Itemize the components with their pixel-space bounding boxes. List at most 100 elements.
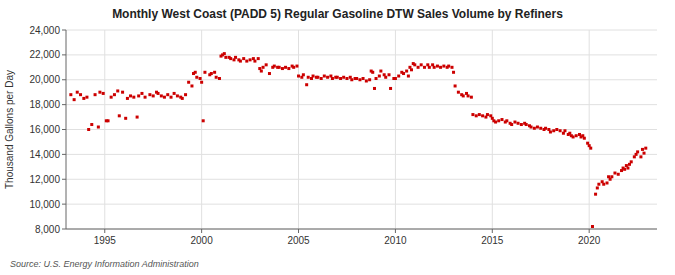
grid-line [66, 204, 657, 205]
point [471, 113, 474, 116]
point [331, 77, 334, 80]
point [320, 77, 323, 80]
point [613, 172, 616, 175]
point [79, 93, 82, 96]
point [417, 66, 420, 69]
point [410, 68, 413, 71]
point [544, 127, 547, 130]
point [589, 147, 592, 150]
grid-line [589, 30, 590, 229]
point [606, 181, 609, 184]
y-tick [62, 154, 66, 155]
point [124, 117, 127, 120]
point [144, 96, 147, 99]
point [229, 57, 232, 60]
point [200, 81, 203, 84]
point [617, 173, 620, 176]
point [467, 94, 470, 97]
point [281, 67, 284, 70]
point [126, 97, 129, 100]
point [563, 129, 566, 132]
grid-line [66, 104, 657, 105]
point [140, 92, 143, 95]
point [500, 118, 503, 121]
point [265, 63, 268, 66]
y-tick-label: 16,000 [29, 124, 60, 135]
point [85, 96, 88, 99]
y-axis-label: Thousand Gallons per Day [4, 70, 15, 189]
point [102, 92, 105, 95]
point [513, 121, 516, 124]
point [260, 70, 263, 73]
y-tick [62, 104, 66, 105]
point [423, 66, 426, 69]
x-tick-label: 2000 [191, 235, 214, 246]
point [342, 76, 345, 79]
point [273, 65, 276, 68]
point [402, 72, 405, 75]
grid-line [201, 30, 202, 229]
point [118, 114, 121, 117]
point [442, 65, 445, 68]
point [639, 155, 642, 158]
grid-line [66, 30, 657, 31]
point [636, 150, 639, 153]
point [136, 116, 139, 119]
point [326, 76, 329, 79]
points [69, 52, 647, 228]
point [173, 92, 176, 95]
point [594, 193, 597, 196]
point [87, 128, 90, 131]
grid-line [395, 30, 396, 229]
x-tick-label: 2020 [578, 235, 601, 246]
point [525, 123, 528, 126]
point [194, 71, 197, 74]
grid-line [66, 54, 657, 55]
point [436, 65, 439, 68]
grid-line [492, 30, 493, 229]
x-tick [492, 229, 493, 233]
point [505, 119, 508, 122]
point [630, 160, 633, 163]
point [336, 76, 339, 79]
point [176, 94, 179, 97]
point [137, 94, 140, 97]
point [210, 72, 213, 75]
point [454, 84, 457, 87]
point [388, 73, 391, 76]
point [371, 71, 374, 74]
point [82, 97, 85, 100]
point [478, 113, 481, 116]
source: Source: U.S. Energy Information Administ… [10, 259, 199, 269]
point [362, 77, 365, 80]
point [552, 129, 555, 132]
point [239, 60, 242, 63]
point [166, 93, 169, 96]
point [520, 123, 523, 126]
point [413, 63, 416, 66]
point [295, 65, 298, 68]
point [596, 186, 599, 189]
point [203, 71, 206, 74]
point [536, 126, 539, 129]
point [486, 113, 489, 116]
point [439, 66, 442, 69]
point [602, 183, 605, 186]
point [350, 78, 353, 81]
point [462, 94, 465, 97]
x-axis: 199520002005201020152020 [94, 229, 601, 246]
point [623, 168, 626, 171]
point [450, 66, 453, 69]
y-tick [62, 204, 66, 205]
point [591, 225, 594, 228]
point [278, 66, 281, 69]
y-tick [62, 229, 66, 230]
point [152, 94, 155, 97]
y-tick [62, 129, 66, 130]
point [69, 93, 72, 96]
point [420, 63, 423, 66]
point [181, 97, 184, 100]
x-tick [395, 229, 396, 233]
point [292, 66, 295, 69]
chart: Monthly West Coast (PADD 5) Regular Gaso… [0, 0, 675, 275]
